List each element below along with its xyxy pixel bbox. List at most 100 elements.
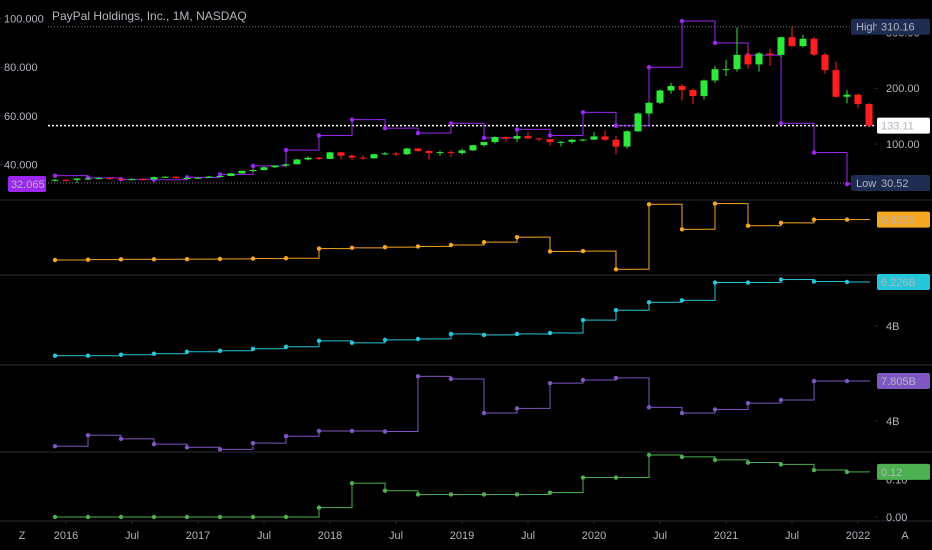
step-dot	[250, 256, 256, 261]
candle-body	[271, 165, 279, 168]
candle-body	[601, 136, 609, 140]
step-dot	[349, 340, 355, 346]
step-line	[638, 455, 650, 479]
step-dot	[151, 441, 157, 447]
candle-body	[722, 69, 730, 71]
candle-body	[513, 136, 521, 139]
y2-tick-label: 40.000	[4, 160, 38, 172]
step-dot	[679, 227, 685, 232]
candle-body	[733, 54, 741, 70]
y-tick-label: 200.00	[886, 83, 920, 95]
step-dot	[448, 242, 454, 248]
step-line	[473, 378, 485, 414]
candle-body	[51, 179, 59, 181]
step-dot	[85, 257, 91, 262]
candle-body	[282, 164, 290, 166]
step-dot	[745, 460, 751, 465]
step-dot	[481, 332, 487, 338]
high-marker: High	[856, 22, 879, 34]
candle-body	[832, 70, 840, 97]
step-dot	[745, 280, 751, 285]
scale-button[interactable]: A	[901, 530, 909, 542]
step-dot	[283, 434, 289, 439]
candle-body	[337, 152, 345, 156]
step-dot	[811, 150, 817, 155]
step-dot	[547, 490, 553, 495]
step-dot	[547, 380, 553, 386]
candle-body	[205, 176, 213, 178]
candle-body	[293, 159, 301, 165]
step-dot	[349, 117, 355, 122]
step-dot	[481, 492, 487, 497]
step-line	[341, 119, 353, 136]
step-line	[803, 381, 815, 401]
step-line	[605, 310, 617, 321]
high-marker-box	[851, 18, 878, 35]
candle-body	[326, 152, 334, 159]
scale-button[interactable]: Z	[19, 530, 26, 542]
step-dot	[646, 452, 652, 458]
step-dot	[613, 375, 619, 381]
step-dot	[448, 376, 454, 382]
step-line	[374, 119, 386, 129]
step-dot	[481, 239, 487, 245]
step-dot	[646, 300, 652, 305]
step-line	[440, 123, 452, 134]
step-line	[77, 435, 89, 447]
candle-body	[469, 145, 477, 151]
x-tick-label: Jul	[125, 530, 139, 542]
candle-body	[194, 177, 202, 179]
last-value: 7.805B	[881, 376, 916, 388]
candle-body	[458, 150, 466, 154]
step-line	[671, 203, 683, 230]
candle-body	[359, 157, 367, 159]
step-dot	[580, 475, 586, 480]
step-dot	[844, 378, 850, 384]
candle-body	[238, 170, 246, 174]
candle-body	[150, 177, 158, 180]
candle-body	[524, 136, 532, 139]
candle-body	[700, 80, 708, 97]
step-dot	[745, 223, 751, 228]
step-dot	[547, 249, 553, 254]
candle-body	[370, 154, 378, 159]
step-dot	[547, 330, 553, 336]
step-dot	[811, 467, 817, 473]
step-line	[374, 482, 386, 491]
step-dot	[679, 454, 685, 460]
candle-body	[315, 157, 323, 159]
step-dot	[316, 133, 322, 138]
x-tick-label: Jul	[653, 530, 667, 542]
x-tick-label: Jul	[389, 530, 403, 542]
candle-body	[73, 178, 81, 180]
step-dot	[811, 378, 817, 384]
step-dot	[745, 400, 751, 406]
step-dot	[679, 18, 685, 24]
step-dot	[250, 440, 256, 446]
step-dot	[514, 127, 520, 132]
candle-body	[634, 113, 642, 132]
last-value-box	[877, 373, 930, 390]
step-dot	[448, 492, 454, 497]
candle-body	[117, 178, 125, 180]
candle-body	[249, 170, 257, 172]
step-dot	[217, 447, 223, 452]
candle-body	[392, 153, 400, 155]
step-line	[803, 122, 815, 153]
step-dot	[415, 336, 421, 342]
step-line	[407, 376, 419, 433]
step-line	[638, 67, 650, 127]
candle-body	[766, 53, 774, 55]
step-line	[473, 122, 485, 138]
candle-body	[172, 176, 180, 179]
step-dot	[283, 147, 289, 153]
candle-body	[645, 102, 653, 114]
last-value-box	[877, 463, 930, 480]
step-dot	[778, 462, 784, 467]
step-dot	[52, 257, 58, 263]
step-dot	[217, 514, 223, 520]
candle-body	[821, 54, 829, 71]
step-line	[572, 477, 584, 494]
step-line	[308, 135, 320, 151]
step-dot	[382, 429, 388, 434]
